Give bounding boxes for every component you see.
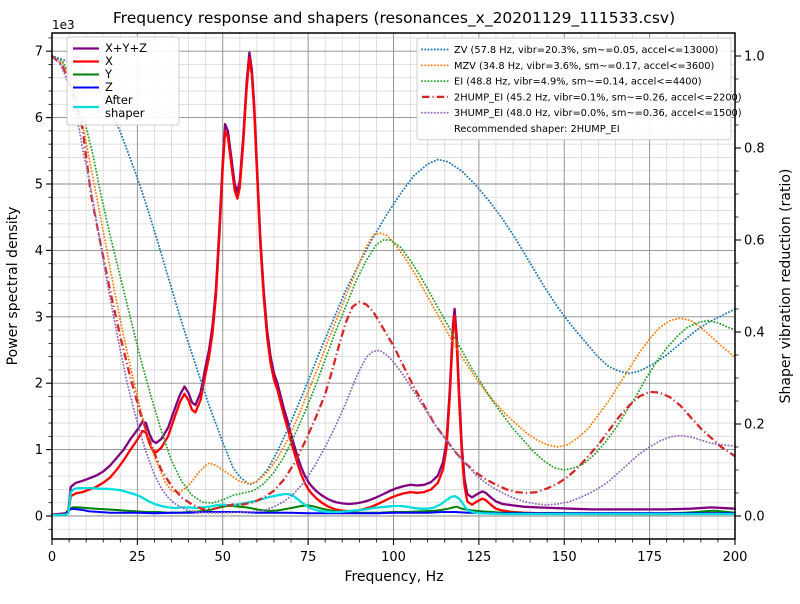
y-left-tick-label: 7 bbox=[35, 45, 43, 60]
curve-mzv bbox=[51, 55, 736, 494]
y-left-offset-label: 1e3 bbox=[52, 18, 75, 32]
legend-label: Z bbox=[105, 80, 113, 94]
curve-2hump-ei bbox=[51, 55, 736, 511]
curve-x-y-z bbox=[50, 51, 737, 516]
legend-label: 2HUMP_EI (45.2 Hz, vibr=0.1%, sm~=0.26, … bbox=[454, 92, 742, 103]
y-left-tick-label: 1 bbox=[35, 443, 43, 458]
y-axis-right: 0.0 0.2 0.4 0.6 0.8 1.0 bbox=[735, 50, 765, 525]
y-left-axis-label: Power spectral density bbox=[5, 207, 21, 366]
legend-label: EI (48.8 Hz, vibr=4.9%, sm~=0.14, accel<… bbox=[454, 77, 702, 88]
chart-title: Frequency response and shapers (resonanc… bbox=[113, 9, 675, 28]
x-axis: 0 25 50 75 100 125 150 175 200 bbox=[48, 539, 748, 565]
x-tick-label: 150 bbox=[552, 550, 577, 565]
y-right-tick-label: 0.0 bbox=[744, 510, 765, 525]
legend-label: X+Y+Z bbox=[105, 41, 147, 55]
y-left-tick-label: 2 bbox=[35, 377, 43, 392]
y-right-tick-label: 0.4 bbox=[744, 326, 765, 341]
x-tick-label: 175 bbox=[637, 550, 662, 565]
y-left-tick-label: 6 bbox=[35, 111, 43, 126]
x-tick-label: 0 bbox=[48, 550, 56, 565]
legend-label: shaper bbox=[105, 106, 145, 120]
x-tick-label: 50 bbox=[214, 550, 231, 565]
x-tick-label: 25 bbox=[129, 550, 146, 565]
x-tick-label: 100 bbox=[381, 550, 406, 565]
x-tick-label: 200 bbox=[723, 550, 748, 565]
legend-item-x-y-z: X+Y+Z bbox=[73, 41, 147, 55]
legend-item-3hump-ei: 3HUMP_EI (48.0 Hz, vibr=0.0%, sm~=0.36, … bbox=[421, 108, 742, 119]
x-tick-label: 125 bbox=[466, 550, 491, 565]
legend-label: 3HUMP_EI (48.0 Hz, vibr=0.0%, sm~=0.36, … bbox=[454, 108, 742, 119]
curve-after-shaper bbox=[50, 486, 737, 517]
y-right-axis-label: Shaper vibration reduction (ratio) bbox=[778, 169, 794, 404]
legend-shapers-box bbox=[416, 37, 732, 141]
recommended-shaper-note: Recommended shaper: 2HUMP_EI bbox=[454, 124, 620, 135]
legend-label: X bbox=[105, 54, 113, 68]
curve-3hump-ei bbox=[51, 55, 736, 514]
y-left-tick-label: 3 bbox=[35, 310, 43, 325]
legend-item-ei: EI (48.8 Hz, vibr=4.9%, sm~=0.14, accel<… bbox=[421, 77, 702, 88]
y-left-tick-label: 4 bbox=[35, 244, 43, 259]
curve-ei bbox=[51, 55, 736, 505]
legend-psd-box bbox=[66, 36, 180, 126]
legend-item-z: Z bbox=[73, 80, 113, 94]
curve-zv bbox=[51, 55, 736, 486]
y-right-tick-label: 0.8 bbox=[744, 142, 765, 157]
x-axis-label: Frequency, Hz bbox=[344, 569, 443, 585]
shaper-curves bbox=[51, 55, 736, 514]
legend-item-y: Y bbox=[73, 67, 113, 81]
legend-label: After bbox=[105, 93, 133, 107]
y-left-tick-label: 5 bbox=[35, 178, 43, 193]
legend-shapers: ZV (57.8 Hz, vibr=20.3%, sm~=0.05, accel… bbox=[416, 37, 742, 141]
plot-area: 0 25 50 75 100 125 150 175 200012345670.00.20.40… bbox=[35, 32, 765, 565]
legend-item-2hump-ei: 2HUMP_EI (45.2 Hz, vibr=0.1%, sm~=0.26, … bbox=[422, 92, 742, 103]
y-left-tick-label: 0 bbox=[35, 510, 43, 525]
legend-label: Y bbox=[104, 67, 113, 81]
y-right-tick-label: 0.6 bbox=[744, 234, 765, 249]
y-axis-left: 0 1 2 3 4 5 6 7 bbox=[35, 37, 52, 530]
legend-item-zv: ZV (57.8 Hz, vibr=20.3%, sm~=0.05, accel… bbox=[421, 45, 718, 56]
x-tick-label: 75 bbox=[300, 550, 317, 565]
legend-item-x: X bbox=[73, 54, 113, 68]
y-right-tick-label: 0.2 bbox=[744, 418, 765, 433]
legend-item-mzv: MZV (34.8 Hz, vibr=3.6%, sm~=0.17, accel… bbox=[421, 61, 714, 72]
legend-label: ZV (57.8 Hz, vibr=20.3%, sm~=0.05, accel… bbox=[454, 45, 718, 56]
legend-label: MZV (34.8 Hz, vibr=3.6%, sm~=0.17, accel… bbox=[454, 61, 714, 72]
y-right-tick-label: 1.0 bbox=[744, 50, 765, 65]
